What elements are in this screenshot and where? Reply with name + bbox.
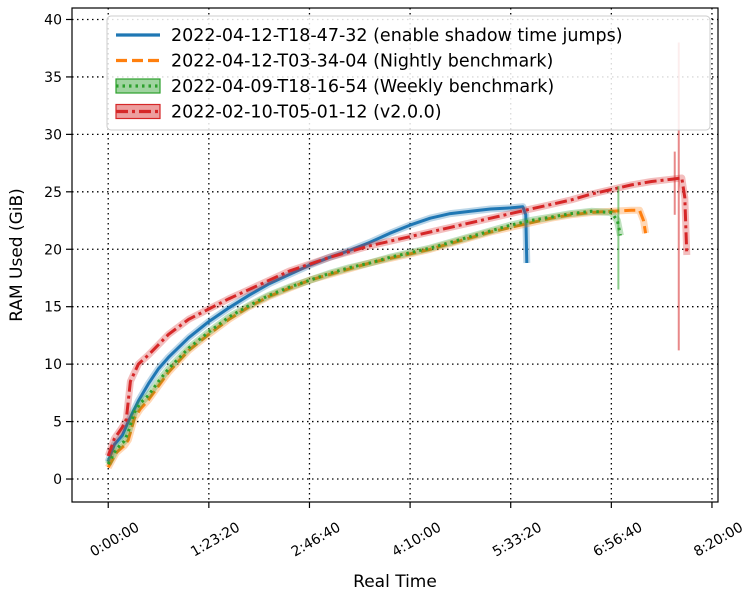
legend-label-3: 2022-04-09-T18-16-54 (Weekly benchmark) [171, 77, 554, 97]
legend-label-2: 2022-04-12-T03-34-04 (Nightly benchmark) [171, 52, 553, 72]
y-tick-label: 40 [44, 12, 62, 28]
y-tick-label: 0 [53, 472, 62, 488]
y-tick-label: 5 [53, 415, 62, 431]
series-line-4 [106, 176, 689, 457]
legend-label-1: 2022-04-12-T18-47-32 (enable shadow time… [171, 26, 623, 46]
y-tick-label: 30 [44, 127, 62, 143]
legend-box [106, 15, 711, 131]
y-tick-label: 10 [44, 357, 62, 373]
y-tick-label: 20 [44, 242, 62, 258]
legend-label-4: 2022-02-10-T05-01-12 (v2.0.0) [171, 103, 442, 123]
plot-area-frame [71, 7, 719, 503]
plot-series [104, 42, 691, 470]
y-tick-label: 25 [44, 185, 62, 201]
y-tick-label: 15 [44, 300, 62, 316]
y-tick-label: 35 [44, 70, 62, 86]
x-axis-label: Real Time [353, 572, 437, 592]
y-axis: 0 5 10 15 20 25 30 35 40 [44, 12, 72, 488]
series-line-3 [106, 209, 622, 465]
series-line-1 [106, 205, 529, 463]
y-axis-label: RAM Used (GiB) [7, 188, 27, 322]
legend: 2022-04-12-T18-47-32 (enable shadow time… [106, 15, 711, 131]
